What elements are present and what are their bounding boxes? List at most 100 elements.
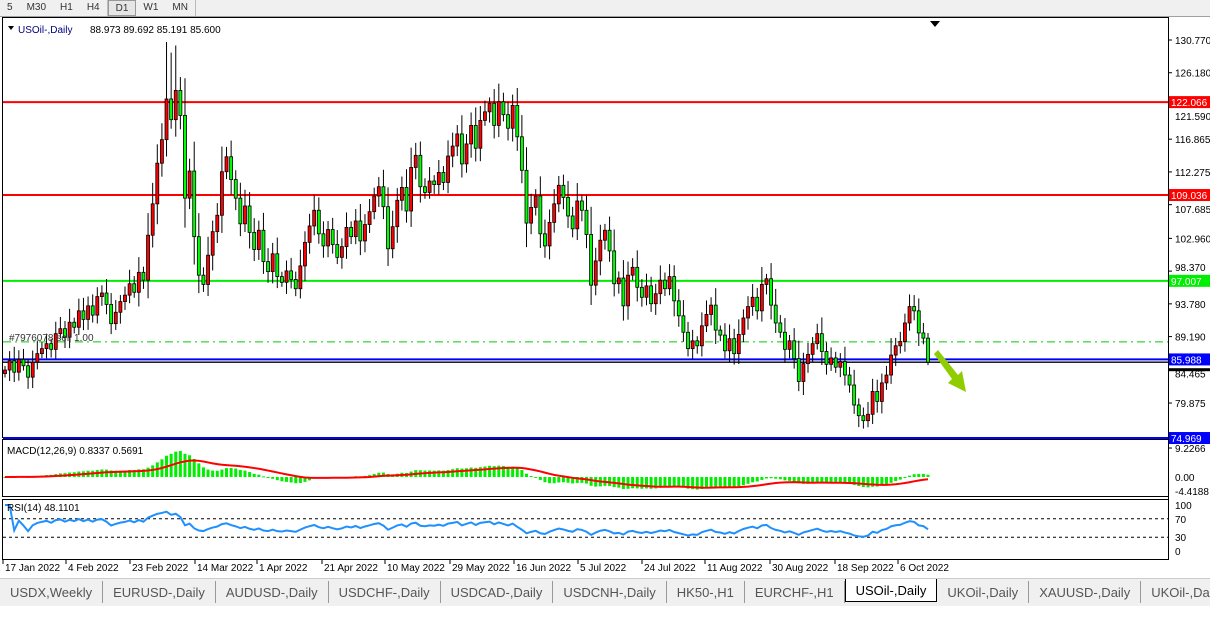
timeframe-h1[interactable]: H1 (60, 2, 73, 13)
candle-body (187, 170, 192, 199)
candle-body (95, 296, 100, 316)
candle-body (146, 234, 150, 281)
candle-body (35, 353, 40, 363)
candle-body (118, 301, 123, 313)
candle-body (183, 114, 187, 199)
candle-body (40, 348, 44, 355)
date-label: 11 Aug 2022 (707, 563, 763, 574)
macd-histogram-bar (871, 477, 875, 487)
chart-tab[interactable]: HK50-,H1 (667, 581, 745, 603)
timeframe-h4[interactable]: H4 (80, 0, 108, 16)
timeframe-mn[interactable]: MN (165, 0, 196, 16)
candle-body (81, 310, 86, 320)
candle-body (316, 209, 321, 235)
macd-histogram-bar (372, 473, 376, 477)
macd-histogram-bar (437, 470, 441, 477)
chart-tab[interactable]: USDX,Weekly (0, 581, 104, 603)
candle-body (30, 361, 35, 378)
macd-histogram-bar (137, 469, 141, 477)
chart-symbol-label: USOil-,Daily (18, 25, 72, 36)
candle-body (815, 333, 820, 345)
date-label: 18 Sep 2022 (837, 563, 894, 574)
candle-body (349, 226, 354, 238)
candle-body (446, 155, 450, 183)
candle-body (201, 274, 206, 285)
chart-shift-marker-icon (930, 21, 940, 27)
macd-histogram-bar (266, 477, 270, 479)
candle-body (639, 286, 644, 298)
timeframe-toolbar: 5 M30 H1 H4 D1 W1 MN (0, 0, 1210, 17)
candle-body (824, 351, 829, 365)
price-level-tag (1169, 189, 1210, 202)
candle-body (543, 233, 547, 247)
candle-body (155, 162, 160, 205)
macd-histogram-bar (575, 477, 579, 483)
chart-tab[interactable]: USDCAD-,Daily (441, 581, 554, 603)
date-label: 6 Oct 2022 (900, 563, 949, 574)
macd-histogram-bar (524, 473, 528, 477)
chart-tabs: USDX,Weekly EURUSD-,Daily AUDUSD-,Daily USD… (0, 578, 1210, 606)
chart-tab[interactable]: AUDUSD-,Daily (216, 581, 329, 603)
macd-histogram-bar (894, 477, 898, 482)
date-label: 14 Mar 2022 (197, 563, 254, 574)
candle-body (755, 296, 760, 312)
candle-body (806, 353, 810, 365)
candle-body (759, 284, 764, 312)
timeframe-5[interactable]: 5 (7, 2, 13, 13)
macd-histogram-bar (114, 470, 118, 477)
timeframe-d1[interactable]: D1 (107, 0, 137, 16)
candle-body (7, 360, 12, 371)
macd-histogram-bar (631, 477, 635, 489)
candle-body (792, 340, 797, 360)
macd-histogram-bar (728, 477, 732, 487)
candle-body (160, 139, 164, 164)
candle-body (455, 133, 460, 147)
candle-body (67, 321, 72, 338)
macd-histogram-bar (432, 470, 436, 477)
chart-tab[interactable]: UKOil-,Daily (937, 581, 1030, 603)
chart-tab[interactable]: EURUSD-,Daily (103, 581, 216, 603)
macd-histogram-bar (298, 477, 302, 483)
candle-body (492, 102, 497, 126)
candle-body (635, 266, 640, 288)
candle-body (866, 413, 870, 422)
macd-histogram-bar (681, 477, 685, 488)
macd-histogram-bar (543, 477, 547, 483)
candle-body (178, 90, 183, 116)
timeframe-w1[interactable]: W1 (143, 2, 159, 13)
macd-histogram-bar (917, 473, 921, 477)
candle-body (469, 124, 474, 145)
candle-body (718, 329, 723, 336)
macd-histogram-bar (806, 477, 810, 484)
macd-histogram-bar (640, 477, 644, 489)
candle-body (90, 305, 95, 316)
chart-tab[interactable]: USDCNH-,Daily (553, 581, 667, 603)
candle-body (376, 186, 381, 197)
macd-histogram-bar (704, 477, 708, 489)
candle-body (367, 211, 372, 225)
macd-histogram-bar (626, 477, 630, 489)
chart-tab[interactable]: EURCHF-,H1 (745, 581, 845, 603)
macd-histogram-bar (764, 477, 768, 479)
candle-body (621, 277, 626, 307)
macd-histogram-bar (381, 472, 385, 477)
macd-histogram-bar (723, 477, 727, 487)
macd-histogram-bar (515, 467, 519, 477)
chart-tab[interactable]: USOil-,Daily (844, 579, 938, 602)
chart-tab[interactable]: USDCHF-,Daily (329, 581, 441, 603)
candle-body (663, 279, 667, 290)
chart-tab[interactable]: UKOil-,Da (1141, 581, 1210, 603)
macd-histogram-bar (3, 477, 7, 478)
macd-histogram-bar (566, 477, 570, 483)
chart-tab[interactable]: XAUUSD-,Daily (1029, 581, 1142, 603)
macd-histogram-bar (677, 477, 681, 487)
candle-body (695, 340, 700, 347)
candle-body (266, 261, 270, 273)
candle-body (418, 154, 423, 188)
macd-histogram-bar (478, 467, 482, 477)
timeframe-m30[interactable]: M30 (26, 2, 47, 13)
macd-label: MACD(12,26,9) 0.8337 0.5691 (7, 446, 144, 457)
chart-window[interactable]: 130.770 126.180 121.590 116.865 112.275 107.6… (0, 17, 1210, 577)
macd-histogram-bar (783, 477, 787, 481)
date-label: 1 Apr 2022 (259, 563, 308, 574)
